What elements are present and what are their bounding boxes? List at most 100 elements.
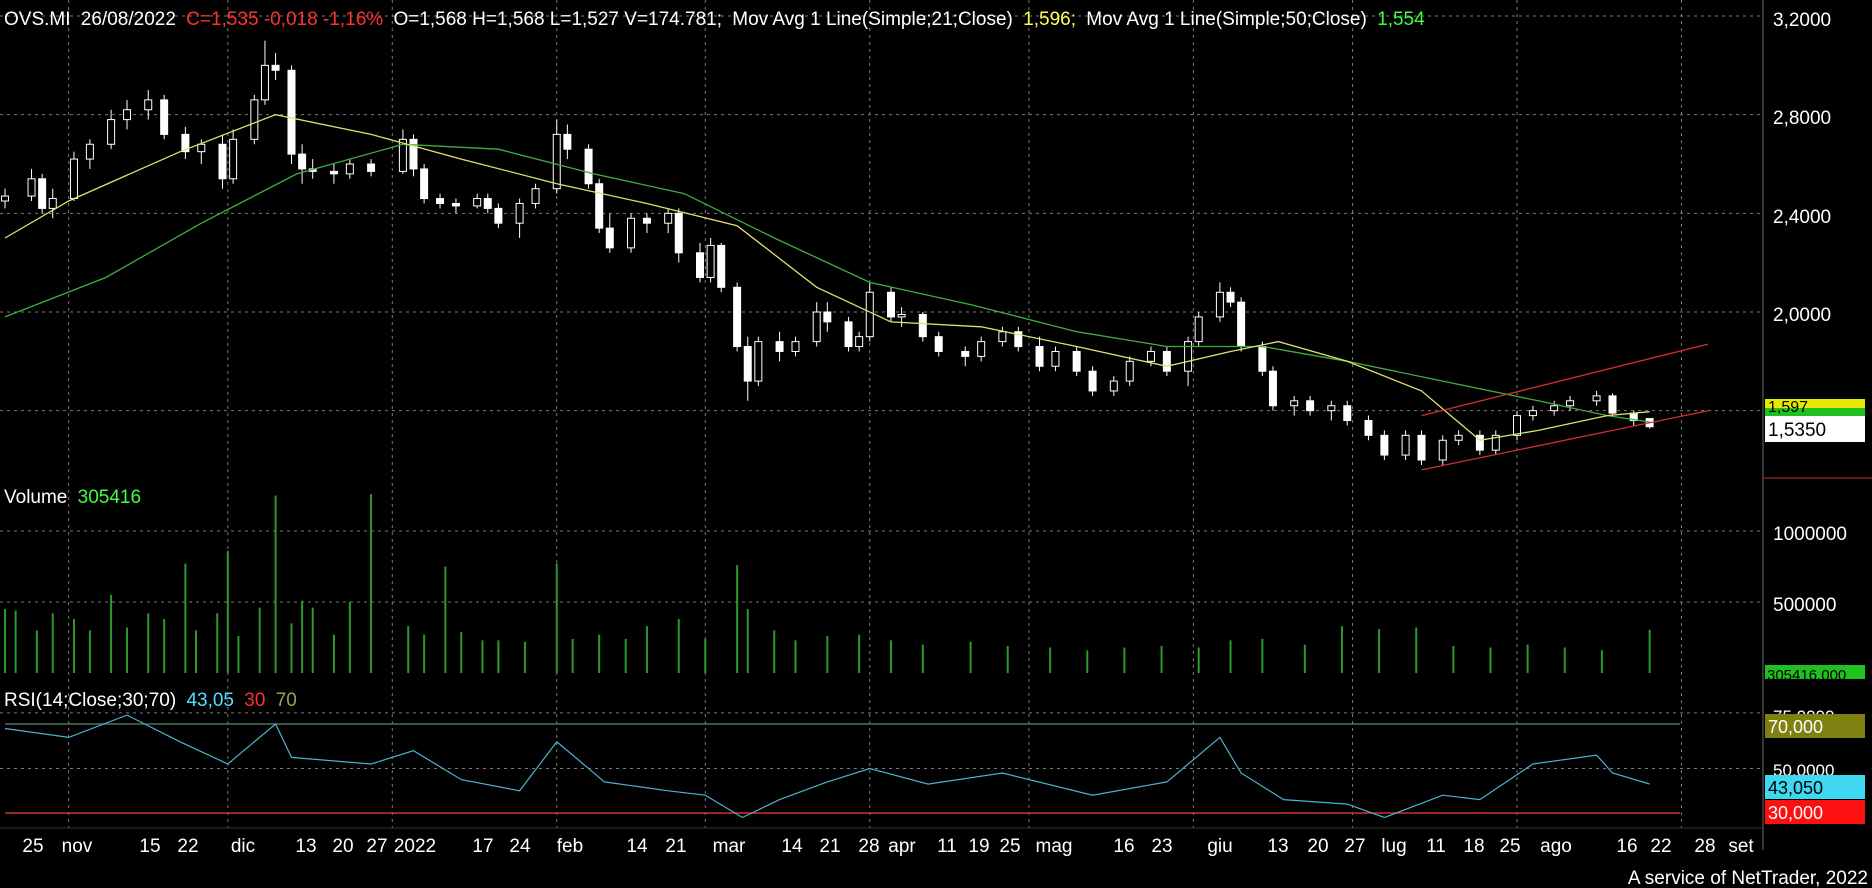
candle-body (733, 286, 742, 348)
x-tick-label: 15 (139, 836, 160, 857)
x-tick-label: 22 (177, 836, 198, 857)
rsi-value: 43,05 (186, 690, 234, 711)
x-tick-label: set (1728, 836, 1754, 857)
price-axis: 3,2000 2,8000 2,4000 2,0000 1,597 1,5350 (1765, 10, 1865, 442)
volume-tick: 1000000 (1773, 524, 1847, 545)
volume-label: Volume (4, 487, 67, 508)
price-plot (1, 40, 1709, 471)
candle-body (1194, 316, 1203, 343)
channel-line (1421, 410, 1709, 471)
rsi-axis: 75,0000 50,0000 70,000 43,050 30,000 (1765, 707, 1865, 824)
candle-body (855, 336, 864, 348)
candle-body (181, 133, 190, 153)
candle-body (27, 178, 36, 197)
candle-body (717, 244, 726, 288)
candle-body (897, 313, 906, 318)
candle-body (886, 291, 895, 318)
rsi-header: RSI(14;Close;30;70) 43,05 30 70 (4, 690, 297, 711)
candle-body (1528, 410, 1537, 417)
candle-body (1417, 434, 1426, 461)
candle-body (1566, 400, 1575, 407)
candle-body (1327, 405, 1336, 412)
candle-body (791, 341, 800, 352)
x-tick-label: mar (713, 836, 746, 857)
candle-body (1162, 350, 1171, 372)
candle-body (706, 244, 715, 278)
candle-body (823, 311, 832, 323)
x-tick-label: lug (1381, 836, 1406, 857)
x-tick-label: apr (888, 836, 916, 857)
x-tick-label: 28 (858, 836, 879, 857)
candle-body (85, 143, 94, 160)
candle-body (298, 153, 307, 170)
candle-body (1226, 291, 1235, 303)
candle-body (1550, 405, 1559, 412)
rsi-value-badge (1765, 775, 1865, 799)
candle-body (642, 217, 651, 224)
candle-body (409, 138, 418, 170)
candle-body (1035, 346, 1044, 367)
x-tick-label: 14 (781, 836, 803, 857)
x-tick-label: 20 (332, 836, 353, 857)
candle-body (144, 99, 153, 111)
candle-body (844, 321, 853, 348)
candle-body (123, 109, 132, 121)
volume-header: Volume 305416 (4, 487, 141, 508)
x-tick-label: 16 (1616, 836, 1637, 857)
ma21-line (4, 114, 1650, 441)
candle-body (451, 202, 460, 207)
candle-body (1088, 370, 1097, 392)
quote-date: 26/08/2022 (81, 9, 176, 30)
x-tick-label: 20 (1307, 836, 1328, 857)
x-tick-label: 2022 (394, 836, 436, 857)
price-header: OVS.MI 26/08/2022 C=1,535 -0,018 -1,16% … (4, 9, 1425, 30)
candle-body (107, 119, 116, 145)
candle-body (160, 99, 169, 135)
candle-body (398, 138, 407, 172)
last-price-label: 1,5350 (1768, 420, 1826, 441)
x-tick-label: 14 (626, 836, 648, 857)
candle-body (584, 148, 593, 185)
candle-body (1475, 434, 1484, 451)
candle-body (1364, 420, 1373, 436)
candle-body (865, 291, 874, 338)
candle-body (1125, 360, 1134, 382)
candle-body (595, 183, 604, 229)
candle-body (1513, 415, 1522, 436)
candle-body (1608, 395, 1617, 414)
x-tick-label: feb (557, 836, 583, 857)
rsi-line (4, 714, 1650, 819)
rsi-value-badge-label: 43,050 (1768, 778, 1823, 798)
candle-body (69, 158, 78, 200)
x-tick-label: 21 (819, 836, 840, 857)
candle-body (918, 313, 927, 338)
x-tick-label: 25 (1499, 836, 1520, 857)
candle-body (271, 64, 280, 71)
candle-body (420, 168, 429, 200)
footer-credit: A service of NetTrader, 2022 (1628, 868, 1868, 888)
x-tick-label: 22 (1650, 836, 1671, 857)
x-tick-label: 27 (1344, 836, 1365, 857)
x-tick-label: giu (1207, 836, 1232, 857)
candle-body (1051, 350, 1060, 367)
candle-body (38, 178, 47, 209)
candle-body (1258, 346, 1267, 372)
candle-body (1592, 395, 1601, 402)
candle-body (494, 207, 503, 224)
x-tick-label: mag (1036, 836, 1073, 857)
x-tick-label: 13 (295, 836, 316, 857)
candle-body (229, 138, 238, 180)
ma50-line (4, 143, 1650, 423)
candle-body (563, 133, 572, 150)
candle-body (1380, 434, 1389, 456)
volume-badge-label: 305416,000 (1767, 667, 1846, 684)
last-price-badge (1765, 416, 1865, 442)
rsi-high-badge-label: 70,000 (1768, 717, 1823, 737)
rsi-plot (4, 714, 1680, 819)
x-tick-label: 17 (472, 836, 493, 857)
price-tick: 2,4000 (1773, 207, 1831, 228)
candle-body (754, 341, 763, 382)
candle-body (329, 170, 338, 175)
